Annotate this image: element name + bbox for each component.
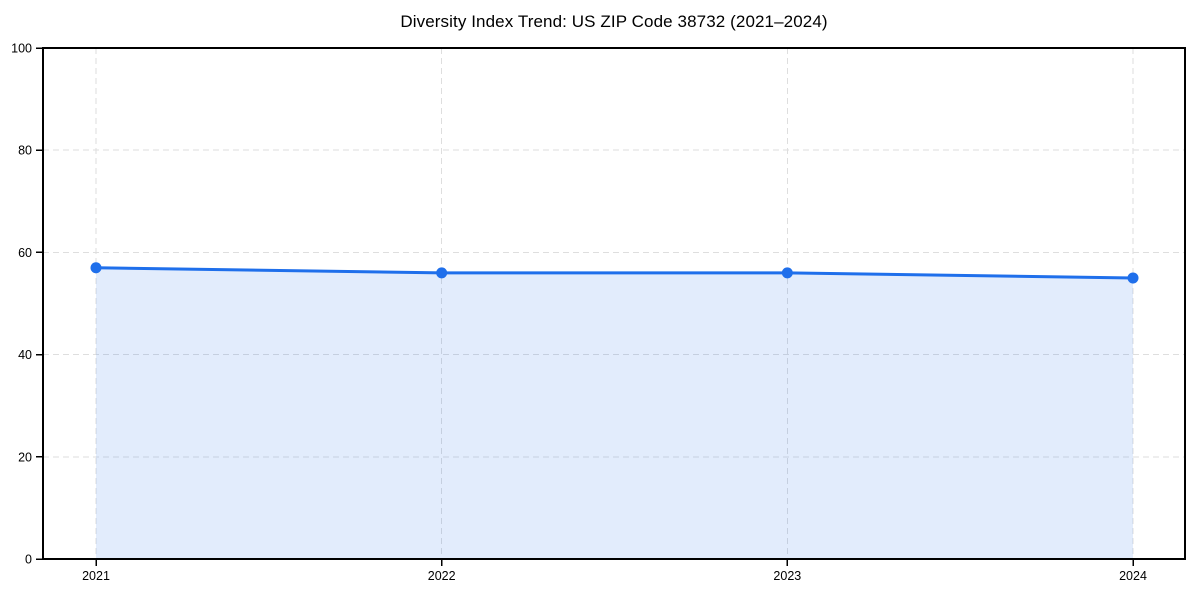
data-points: [90, 262, 1139, 284]
x-tick-label: 2023: [773, 569, 801, 583]
x-tick-label: 2024: [1119, 569, 1147, 583]
data-point: [781, 267, 793, 279]
y-tick-label: 100: [11, 42, 32, 56]
grid-layer: [43, 48, 1185, 559]
chart-title: Diversity Index Trend: US ZIP Code 38732…: [400, 12, 828, 31]
y-tick-label: 60: [18, 246, 32, 260]
data-point: [90, 262, 102, 274]
data-point: [1127, 272, 1139, 284]
x-tick-label: 2022: [428, 569, 456, 583]
trend-line: [94, 266, 1135, 280]
y-tick-label: 80: [18, 144, 32, 158]
x-tick-label: 2021: [82, 569, 110, 583]
plot-border: [42, 47, 1186, 560]
data-point: [436, 267, 448, 279]
y-tick-label: 20: [18, 450, 32, 464]
area-fill: [96, 267, 1133, 559]
tick-labels: 0 20 40 60 80 100 2021 2022 2023 2024: [11, 42, 1147, 584]
y-tick-label: 0: [25, 553, 32, 567]
tick-marks: [36, 47, 1134, 566]
y-tick-label: 40: [18, 348, 32, 362]
